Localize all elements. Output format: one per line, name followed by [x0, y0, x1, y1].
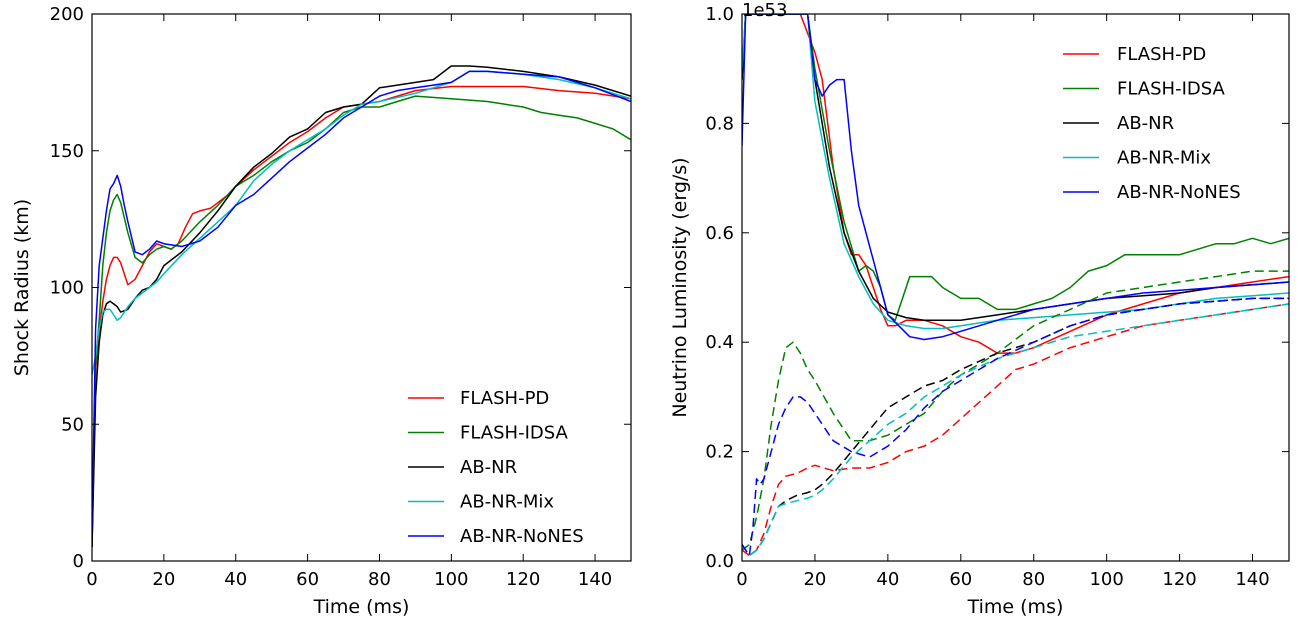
- series-line-5: [742, 14, 1289, 341]
- x-tick-label: 40: [876, 569, 899, 590]
- series-line-4: [742, 14, 1289, 330]
- legend-entry: AB-NR: [1117, 113, 1174, 134]
- series-line-5: [92, 70, 631, 534]
- x-tick-label: 100: [1089, 569, 1123, 590]
- chart-1: 0 20 40 60 80 100 120 140 0 50 100 150 200 Time (ms) S…: [11, 4, 632, 618]
- y-tick-label: 100: [50, 278, 84, 299]
- x-tick-label: 20: [152, 569, 175, 590]
- series-line-1: [92, 85, 631, 548]
- y-tick-label: 200: [50, 4, 84, 25]
- series-group: [92, 65, 631, 548]
- y-tick-label: 0.8: [705, 113, 734, 134]
- plot-frame: [91, 13, 632, 562]
- y-tick-label: 150: [50, 141, 84, 162]
- y-axis-label: Neutrino Luminosity (erg/s): [669, 157, 691, 417]
- legend-entry: FLASH-IDSA: [1117, 79, 1225, 100]
- y-axis-label: Shock Radius (km): [11, 199, 33, 376]
- chart-2: 0 20 40 60 80 100 120 140 0.0 0.2 0.4 0.6 0.8 1.0 Time…: [669, 0, 1290, 618]
- y-tick-label: 50: [61, 414, 84, 435]
- y-tick-label: 0.0: [705, 551, 734, 572]
- series-line-8: [742, 297, 1289, 557]
- scale-label: 1e53: [742, 0, 787, 21]
- legend-entry: AB-NR-NoNES: [460, 526, 584, 547]
- legend-entry: FLASH-IDSA: [460, 423, 568, 444]
- y-tick-label: 0.6: [705, 223, 734, 244]
- series-line-10: [742, 297, 1289, 557]
- x-tick-label: 80: [1022, 569, 1045, 590]
- x-tick-label: 60: [296, 569, 319, 590]
- series-line-7: [742, 270, 1289, 551]
- series-line-3: [92, 65, 631, 548]
- x-tick-label: 140: [1235, 569, 1269, 590]
- legend-entry: AB-NR-Mix: [1117, 148, 1211, 169]
- x-tick-label: 60: [949, 569, 972, 590]
- x-tick-label: 0: [86, 569, 97, 590]
- y-tick-label: 0.2: [705, 442, 734, 463]
- x-tick-label: 100: [434, 569, 468, 590]
- x-tick-label: 40: [224, 569, 247, 590]
- legend: FLASH-PD FLASH-IDSA AB-NR AB-NR-Mix AB-NR-No…: [1063, 44, 1241, 203]
- legend: FLASH-PD FLASH-IDSA AB-NR AB-NR-Mix AB-NR-No…: [408, 388, 584, 547]
- legend-entry: AB-NR-Mix: [460, 492, 554, 513]
- plot-frame: [741, 13, 1290, 562]
- x-tick-label: 20: [803, 569, 826, 590]
- series-line-4: [92, 70, 631, 376]
- series-line-1: [742, 14, 1289, 354]
- x-tick-label: 80: [368, 569, 391, 590]
- x-tick-label: 120: [1162, 569, 1196, 590]
- y-tick-label: 1.0: [705, 4, 734, 25]
- series-line-9: [742, 303, 1289, 557]
- series-group: [742, 14, 1289, 557]
- x-tick-label: 120: [506, 569, 540, 590]
- x-axis-label: Time (ms): [967, 596, 1064, 618]
- legend-entry: AB-NR: [460, 457, 517, 478]
- legend-entry: FLASH-PD: [460, 388, 549, 409]
- x-tick-label: 140: [578, 569, 612, 590]
- x-axis-label: Time (ms): [313, 596, 410, 618]
- x-tick-label: 0: [736, 569, 747, 590]
- legend-entry: AB-NR-NoNES: [1117, 182, 1241, 203]
- y-tick-label: 0: [73, 551, 84, 572]
- series-line-2: [92, 95, 631, 548]
- y-tick-label: 0.4: [705, 332, 734, 353]
- legend-entry: FLASH-PD: [1117, 44, 1206, 65]
- series-line-2: [742, 14, 1289, 322]
- series-line-6: [742, 303, 1289, 557]
